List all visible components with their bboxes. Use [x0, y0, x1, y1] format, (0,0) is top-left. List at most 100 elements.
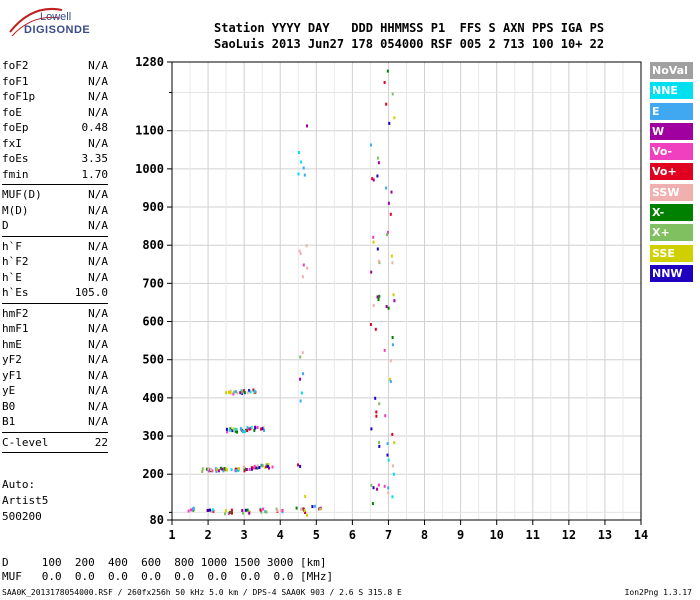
- parameter-row: MUF(D) N/A: [2, 187, 108, 203]
- echo-point: [234, 390, 237, 394]
- echo-point: [383, 348, 386, 352]
- echo-point: [187, 509, 190, 513]
- parameter-separator: [2, 452, 108, 453]
- parameter-separator: [2, 184, 108, 185]
- echo-point: [251, 467, 253, 471]
- parameter-value: N/A: [88, 74, 108, 88]
- echo-point: [242, 511, 244, 515]
- file-info-footer: SAA0K_2013178054000.RSF / 260fx256h 50 k…: [2, 588, 402, 597]
- echo-point: [240, 391, 243, 395]
- echo-point: [301, 275, 304, 279]
- y-tick-label: 1000: [135, 162, 164, 176]
- echo-point: [375, 414, 378, 418]
- logo-mark: [9, 8, 63, 37]
- echo-point: [372, 304, 375, 308]
- echo-point: [209, 508, 211, 512]
- parameter-name: foEs: [2, 152, 29, 165]
- distance-label: D: [2, 556, 9, 569]
- echo-point: [386, 233, 388, 237]
- parameter-name: M(D): [2, 203, 29, 217]
- x-tick-label: 8: [421, 528, 428, 542]
- echo-point: [259, 508, 262, 512]
- parameter-row: foE N/A: [2, 105, 108, 121]
- digisonde-logo: Lowell DIGISONDE: [2, 2, 112, 46]
- echo-point: [297, 172, 300, 176]
- parameter-row: yE N/A: [2, 383, 108, 399]
- echo-point: [227, 390, 230, 394]
- echo-point: [384, 414, 387, 418]
- echo-point: [319, 507, 322, 511]
- echo-point: [376, 295, 379, 299]
- echo-point: [374, 396, 377, 400]
- y-tick-label: 200: [142, 467, 164, 481]
- echo-point: [390, 254, 393, 258]
- echo-point: [234, 427, 237, 431]
- echo-point: [219, 466, 222, 470]
- echo-point: [266, 465, 269, 468]
- echo-point: [387, 491, 390, 495]
- parameter-row: hmF2 N/A: [2, 306, 108, 322]
- echo-point: [235, 428, 238, 431]
- parameter-value: N/A: [88, 239, 108, 253]
- parameter-name: foEp: [2, 121, 29, 134]
- echo-point: [300, 391, 303, 395]
- echo-point: [392, 293, 395, 297]
- logo-text-lowell: Lowell: [40, 11, 72, 23]
- echo-point: [201, 470, 204, 473]
- y-tick-label: 400: [142, 391, 164, 405]
- echo-point: [268, 466, 270, 470]
- echo-point: [248, 389, 251, 393]
- parameter-value: N/A: [88, 219, 108, 232]
- parameter-name: h`Es: [2, 286, 29, 299]
- echo-point: [386, 453, 389, 457]
- parameter-value: N/A: [88, 337, 108, 351]
- echo-point: [207, 467, 210, 471]
- parameter-row: M(D) N/A: [2, 203, 108, 219]
- echo-point: [388, 121, 391, 125]
- y-tick-label: 500: [142, 353, 164, 367]
- echo-point: [385, 186, 388, 190]
- echo-point: [376, 156, 379, 160]
- x-tick-label: 2: [204, 528, 211, 542]
- parameter-panel: foF2 N/A foF1 N/A foF1p N/A foE N/A foEp 0.48 fxI N…: [2, 58, 108, 455]
- echo-point: [383, 81, 386, 84]
- parameter-name: foF1p: [2, 90, 36, 103]
- echo-point: [372, 486, 375, 490]
- x-tick-label: 1: [168, 528, 175, 542]
- echo-point: [378, 440, 380, 444]
- parameter-name: MUF(D): [2, 188, 42, 201]
- echo-point: [281, 509, 284, 512]
- echo-point: [385, 102, 388, 106]
- parameter-row: yF1 N/A: [2, 368, 108, 384]
- echo-point: [306, 266, 309, 270]
- echo-point: [391, 261, 394, 265]
- echo-point: [206, 467, 208, 471]
- legend-item-w: W: [650, 122, 693, 140]
- y-tick-label: 800: [142, 238, 164, 252]
- echo-point: [304, 511, 307, 514]
- echo-point: [229, 390, 232, 394]
- echo-point: [302, 372, 305, 376]
- echo-point: [393, 116, 396, 120]
- echo-point: [231, 429, 234, 433]
- echo-point: [305, 244, 308, 248]
- distance-values: 100 200 400 600 800 1000 1500 3000 [km]: [41, 556, 327, 569]
- x-tick-label: 7: [385, 528, 392, 542]
- echo-point: [234, 429, 237, 433]
- echo-point: [267, 463, 270, 466]
- echo-point: [256, 464, 259, 468]
- echo-point: [229, 427, 232, 431]
- muf-row: MUF 0.0 0.0 0.0 0.0 0.0 0.0 0.0 0.0 [MHz…: [2, 570, 333, 584]
- echo-point: [304, 494, 307, 498]
- echo-point: [260, 427, 263, 431]
- echo-point: [389, 377, 392, 381]
- echo-point: [371, 502, 374, 506]
- echo-point: [243, 391, 246, 395]
- auto-label: Auto:: [2, 478, 36, 491]
- polarization-legend: NoVal NNE E W Vo- Vo+ SSW X- X+ SSE NNW: [650, 62, 693, 285]
- echo-point: [303, 173, 306, 177]
- legend-item-noval: NoVal: [650, 62, 693, 79]
- echo-point: [385, 305, 388, 308]
- parameter-row: h`E N/A: [2, 270, 108, 286]
- parameter-row: h`F2 N/A: [2, 254, 108, 270]
